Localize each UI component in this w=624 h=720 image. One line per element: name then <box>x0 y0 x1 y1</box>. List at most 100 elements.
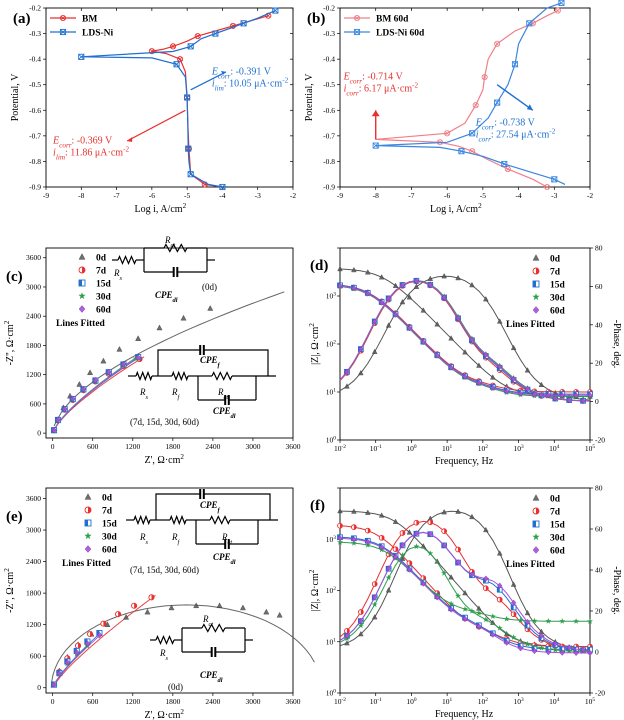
panel-e-legend-marker <box>84 493 92 500</box>
panel-a-series-0-point <box>194 33 201 40</box>
panel-d-y2tick-label: -20 <box>595 436 605 445</box>
panel-e-xtick-label: 3000 <box>245 697 260 706</box>
panel-c-legend-marker-fill <box>79 280 82 286</box>
panel-f-phase-point-3 <box>496 624 503 631</box>
panel-f-ytick-label: 100 <box>326 689 337 698</box>
panel-e-series-2-point-fill <box>84 638 88 645</box>
panel-f-phase-point-3 <box>427 550 434 556</box>
panel-f-phase-point-1-fill <box>346 628 350 634</box>
panel-e-circuit-top-wire <box>155 493 271 520</box>
panel-c-fitted-line-4 <box>53 354 142 430</box>
panel-f-mag-point-0 <box>351 508 357 514</box>
panel-d-mag-point-0 <box>448 335 454 341</box>
panel-c-series-4-point <box>135 354 142 361</box>
panel-a-series-line-0 <box>151 15 269 188</box>
panel-c-series-0-point <box>180 314 187 321</box>
panel-d-legend-label: 60d <box>550 307 566 317</box>
panel-f-y2label: -Phase, deg. <box>611 566 622 615</box>
panel-d-y2tick-label: 60 <box>595 282 603 291</box>
panel-f-y2tick-label: -20 <box>595 689 605 698</box>
panel-f-mag-point-2-fill <box>587 647 590 653</box>
panel-f-phase-point-0 <box>399 555 406 561</box>
panel-f-mag-point-3 <box>573 618 580 624</box>
panel-f-phase-point-2-fill <box>525 623 528 629</box>
panel-b-series-0-point <box>444 130 451 137</box>
panel-d-phase-point-4 <box>371 318 378 325</box>
panel-f-phase-point-2-fill <box>497 587 500 593</box>
panel-f-legend-marker <box>532 494 540 501</box>
panel-e-circuit-top-cpedl-label: CPEdl <box>213 552 236 566</box>
panel-b-xtick-label: -2 <box>587 191 593 200</box>
panel-c-series-0-point <box>207 305 214 311</box>
panel-c-legend-label: 60d <box>96 306 112 316</box>
panel-d-y2tick-label: 0 <box>595 397 599 406</box>
panel-c-series-4-point <box>69 395 76 403</box>
panel-b-series-0-point-cross <box>473 103 478 108</box>
panel-c-xlabel: Z', Ω·cm2 <box>145 453 185 466</box>
panel-f-phase-point-4 <box>469 571 475 578</box>
panel-d-phase-point-4 <box>566 396 572 404</box>
panel-b-xtick-label: -6 <box>444 191 450 200</box>
panel-f-ylabel: |Z|, Ω·cm2 <box>308 569 321 611</box>
panel-c-series-0-point <box>76 381 83 387</box>
panel-f-phase-line-3 <box>339 545 591 653</box>
panel-f-phase-point-0 <box>469 513 475 520</box>
panel-f-phase-point-4 <box>483 575 489 582</box>
panel-f-xtick-label: 102 <box>478 697 489 706</box>
panel-d-mag-point-0 <box>476 362 482 368</box>
panel-f-mag-point-0 <box>462 589 468 596</box>
panel-e-circuit-top-cpef-label: CPEf <box>200 500 221 514</box>
panel-a-ann-red-annotation-line: Ecorr: -0.369 V <box>52 136 113 150</box>
panel-f-mag-point-3 <box>475 609 482 616</box>
panel-c-legend-marker-fill <box>82 267 85 273</box>
panel-e-legend-label: 0d <box>102 494 113 504</box>
panel-f-mag-point-4 <box>517 645 524 652</box>
panel-d-mag-point-4 <box>476 379 482 387</box>
panel-a-legend-label: LDS-Ni <box>82 29 114 39</box>
panel-f-legend-label: 0d <box>550 495 561 505</box>
panel-d-mag-point-0 <box>489 374 496 380</box>
panel-d-phase-point-4 <box>496 363 503 370</box>
panel-a-ytick-label: -0.2 <box>29 4 41 13</box>
panel-b-ann-blue-annotation-line: icorr: 27.54 μA·cm-2 <box>476 128 556 144</box>
panel-b-xtick-label: -4 <box>515 191 521 200</box>
panel-e-series-0-point <box>144 608 151 615</box>
panel-d-phase-point-0 <box>358 369 364 376</box>
panel-e-circuit-bottom-caption: (0d) <box>168 682 183 692</box>
panel-d-xtick-label: 10-1 <box>370 444 382 453</box>
panel-d-mag-point-4 <box>365 290 371 297</box>
panel-a-ytick-label: -0.7 <box>29 131 41 140</box>
panel-d-phase-point-4 <box>580 397 586 404</box>
panel-f-phase-point-1-fill <box>499 597 503 603</box>
panel-a-ytick-label: -0.9 <box>29 183 41 192</box>
panel-e-series-0-point <box>263 608 270 615</box>
panel-f-phase-point-4 <box>552 640 559 647</box>
panel-e-fitted-line-1 <box>53 594 156 686</box>
panel-d-ytick-label: 102 <box>326 340 337 349</box>
panel-f-mag-point-3 <box>489 613 496 619</box>
panel-f-phase-point-4 <box>441 542 447 549</box>
panel-b-series-1-point <box>469 130 476 137</box>
panel-b-series-1-point-cross <box>551 176 558 183</box>
panel-f-phase-point-4 <box>371 593 378 601</box>
panel-c-xtick-label: 3600 <box>286 442 301 451</box>
panel-d-mag-point-4 <box>434 352 440 359</box>
panel-c-circuit-bottom-rf-label: Rf <box>171 387 181 401</box>
panel-c-xtick-label: 0 <box>51 442 55 451</box>
panel-b-series-1-point <box>501 160 508 168</box>
panel-e-series-4-point <box>73 649 80 656</box>
panel-d-mag-point-4 <box>420 339 427 346</box>
panel-f-phase-point-1-fill <box>485 585 489 591</box>
panel-c-circuit-bottom-wire <box>157 349 269 376</box>
panel-a-series-0-point <box>148 48 155 55</box>
panel-f-legend-marker-fill <box>536 508 539 514</box>
panel-c-xtick-label: 3000 <box>245 442 260 451</box>
panel-e-circuit-top-wire <box>195 520 259 544</box>
panel-f-phase-point-4 <box>496 582 503 589</box>
panel-f-mag-point-4 <box>351 536 357 543</box>
panel-d-xtick-label: 105 <box>585 444 596 453</box>
panel-c-legend-label: 7d <box>96 267 107 277</box>
panel-c-ytick-label: 1200 <box>26 370 41 379</box>
panel-c-series-4-point <box>80 385 87 393</box>
panel-e-xtick-label: 1800 <box>165 697 180 706</box>
